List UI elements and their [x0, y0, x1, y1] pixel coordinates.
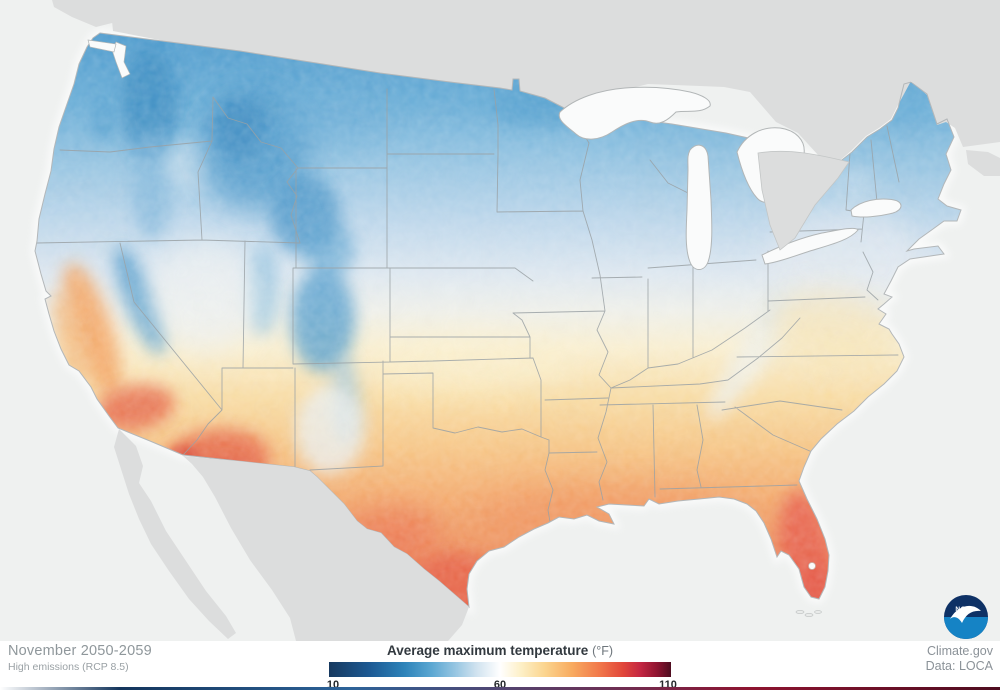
- lake-superior: [558, 86, 711, 140]
- ontario-peninsula: [757, 150, 850, 251]
- vancouver-island: [52, 0, 118, 27]
- strait-juan-de-fuca: [87, 39, 117, 53]
- credit-data-source: Data: LOCA: [925, 659, 993, 674]
- noaa-logo: NOAA: [944, 595, 988, 639]
- legend-title-text: Average maximum temperature: [386, 643, 589, 658]
- footer-bar: November 2050-2059 High emissions (RCP 8…: [0, 641, 1000, 691]
- period-label: November 2050-2059: [8, 643, 152, 659]
- map-canvas: NOAA: [0, 0, 1000, 641]
- legend-units: (°F): [592, 644, 614, 658]
- noaa-gull-icon: [950, 605, 981, 623]
- canada-landmass: [52, 0, 1000, 176]
- map-metadata: November 2050-2059 High emissions (RCP 8…: [8, 643, 152, 673]
- lake-michigan: [685, 144, 713, 270]
- baja-peninsula: [114, 429, 236, 639]
- bottom-accent-strip: [0, 687, 1000, 690]
- credits-block: Climate.gov Data: LOCA: [926, 644, 993, 675]
- florida-keys: [795, 610, 822, 617]
- state-borders: [36, 88, 900, 529]
- credit-site: Climate.gov: [927, 644, 993, 658]
- mexico-landmass: [114, 429, 469, 641]
- colorbar: [329, 662, 671, 677]
- nova-scotia: [966, 150, 1000, 176]
- lake-okeechobee: [808, 562, 816, 570]
- lake-erie: [761, 227, 859, 265]
- lake-ontario: [850, 198, 902, 218]
- noaa-logo-text: NOAA: [955, 606, 976, 613]
- legend-title: Average maximum temperature (°F): [387, 643, 613, 658]
- scenario-label: High emissions (RCP 8.5): [8, 661, 129, 673]
